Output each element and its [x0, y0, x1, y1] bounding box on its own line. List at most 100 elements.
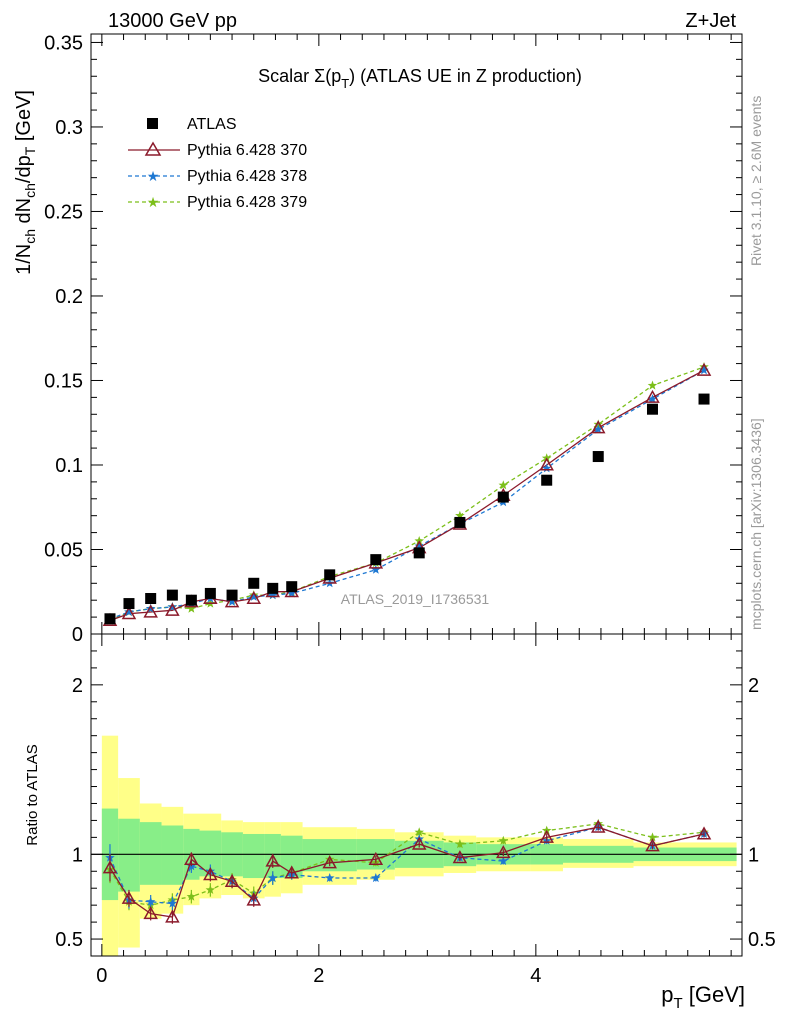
ratio-y-axis-label: Ratio to ATLAS [24, 744, 41, 845]
marker-pythia-6-428-370 [246, 590, 262, 605]
ratio-marker-pythia-6-428-379 [498, 835, 509, 845]
ratio-marker-pythia-6-428-379 [186, 891, 197, 901]
main-panel: 0 0.05 0.1 0.15 0.2 0.25 0.3 0.35 Scalar Σ(pT) … [13, 32, 743, 646]
legend-entry-atlas: ATLAS [147, 116, 237, 133]
main-axis-ticks: 0 0.05 0.1 0.15 0.2 0.25 0.3 0.35 [44, 32, 742, 646]
main-y-tick-label: 0 [72, 624, 83, 646]
legend-marker-pythia-378: ★ [147, 168, 160, 184]
header-process-label: Z+Jet [685, 10, 736, 32]
marker-pythia-6-428-378 [647, 394, 658, 404]
marker-pythia-6-428-378 [249, 591, 259, 601]
main-y-tick-label: 0.25 [44, 201, 83, 223]
data-point-atlas [454, 516, 466, 528]
ratio-marker-pythia-6-428-370 [203, 867, 218, 881]
ratio-marker-pythia-6-428-370 [265, 853, 281, 867]
data-point-atlas [646, 403, 658, 415]
data-point-atlas [145, 593, 157, 605]
ratio-marker-pythia-6-428-370 [411, 836, 427, 850]
x-axis-label: pT [GeV] [661, 982, 745, 1012]
marker-pythia-6-428-370 [645, 389, 660, 403]
ratio-band-green [199, 830, 222, 877]
ratio-band-green [139, 822, 162, 885]
ratio-y-tick-label: 1 [72, 844, 83, 866]
data-point-atlas [324, 569, 336, 581]
ratio-marker-pythia-6-428-370 [322, 855, 337, 869]
ratio-plot-frame [90, 633, 743, 957]
data-point-atlas [592, 451, 604, 463]
marker-pythia-6-428-379 [455, 510, 465, 520]
data-point-atlas [248, 577, 260, 589]
plot-title: Scalar Σ(pT) (ATLAS UE in Z production) [258, 66, 582, 91]
ratio-marker-pythia-6-428-370 [539, 829, 554, 843]
ratio-marker-pythia-6-428-378 [167, 898, 178, 908]
data-point-atlas [123, 598, 135, 610]
data-point-atlas [541, 474, 553, 486]
marker-pythia-6-428-378 [371, 564, 381, 574]
main-series-layer [102, 362, 712, 627]
data-point-atlas [104, 613, 116, 625]
legend-marker-atlas [147, 118, 158, 129]
analysis-watermark: ATLAS_2019_I1736531 [341, 591, 490, 607]
marker-pythia-6-428-378 [287, 588, 297, 598]
ratio-marker-pythia-6-428-370 [496, 845, 511, 859]
marker-pythia-6-428-378 [541, 463, 552, 473]
series-line-pythia-6-428-370 [109, 369, 705, 622]
rivet-version-label: Rivet 3.1.10, ≥ 2.6M events [748, 96, 764, 266]
marker-pythia-6-428-370 [121, 606, 137, 620]
ratio-band-green [242, 833, 265, 879]
ratio-y-tick-label: 0.5 [55, 929, 83, 951]
main-y-tick-label: 0.1 [55, 455, 83, 477]
marker-pythia-6-428-378 [167, 602, 178, 611]
marker-pythia-6-428-379 [647, 380, 658, 390]
marker-pythia-6-428-370 [539, 457, 554, 471]
legend-entry-pythia-378: ★ Pythia 6.428 378 [128, 168, 307, 185]
data-point-atlas [497, 491, 509, 503]
ratio-marker-pythia-6-428-378 [324, 873, 335, 883]
ratio-band-green [280, 835, 303, 879]
ratio-marker-pythia-6-428-370 [224, 873, 240, 887]
ratio-marker-pythia-6-428-379 [205, 884, 216, 894]
main-y-axis-label: 1/Nch dNch/dpT [GeV] [13, 90, 38, 275]
ratio-marker-pythia-6-428-379 [455, 839, 465, 849]
series-line-pythia-6-428-378 [109, 369, 705, 620]
marker-pythia-6-428-378 [414, 541, 424, 551]
legend-label-atlas: ATLAS [187, 116, 237, 133]
ratio-uncertainty-bands [101, 735, 737, 956]
marker-pythia-6-428-378 [593, 424, 603, 434]
data-point-atlas [413, 547, 425, 559]
legend-entry-pythia-379: ★ Pythia 6.428 379 [128, 194, 307, 211]
x-tick-label: 0 [96, 965, 107, 987]
marker-pythia-6-428-379 [593, 419, 603, 429]
main-y-tick-label: 0.15 [44, 370, 83, 392]
marker-pythia-6-428-370 [224, 594, 240, 608]
ratio-marker-pythia-6-428-370 [246, 892, 262, 906]
ratio-marker-pythia-6-428-378 [498, 856, 509, 866]
ratio-band-green [118, 818, 140, 892]
ratio-marker-pythia-6-428-379 [414, 827, 424, 837]
marker-pythia-6-428-370 [696, 362, 712, 376]
ratio-marker-pythia-6-428-370 [165, 909, 180, 923]
ratio-marker-pythia-6-428-378 [268, 873, 278, 883]
marker-pythia-6-428-378 [145, 603, 156, 613]
ratio-panel: 0.5 0.5 1 1 2 2 0 2 4 Ratio to ATLAS [24, 633, 776, 987]
ratio-marker-pythia-6-428-370 [121, 890, 137, 904]
marker-pythia-6-428-379 [498, 480, 509, 490]
mcplots-label: mcplots.cern.ch [arXiv:1306.3436] [748, 418, 764, 630]
legend: ATLAS Pythia 6.428 370 ★ Pythia 6.428 37… [128, 116, 307, 211]
ratio-y-tick-label: 2 [72, 675, 83, 697]
ratio-marker-pythia-6-428-379 [647, 832, 658, 842]
ratio-marker-pythia-6-428-370 [184, 851, 199, 865]
marker-pythia-6-428-378 [124, 607, 134, 617]
main-y-tick-label: 0.2 [55, 286, 83, 308]
data-point-atlas [185, 594, 197, 606]
ratio-y-tick-label-right: 0.5 [748, 929, 776, 951]
ratio-marker-pythia-6-428-370 [102, 860, 118, 874]
ratio-marker-pythia-6-428-370 [696, 826, 712, 840]
ratio-marker-pythia-6-428-370 [645, 838, 660, 852]
data-point-atlas [267, 582, 279, 594]
ratio-axis-ticks: 0.5 0.5 1 1 2 2 0 2 4 [55, 634, 776, 987]
legend-label-pythia-370: Pythia 6.428 370 [187, 142, 307, 159]
data-point-atlas [698, 393, 710, 405]
legend-label-pythia-378: Pythia 6.428 378 [187, 168, 307, 185]
legend-entry-pythia-370: Pythia 6.428 370 [128, 141, 307, 159]
